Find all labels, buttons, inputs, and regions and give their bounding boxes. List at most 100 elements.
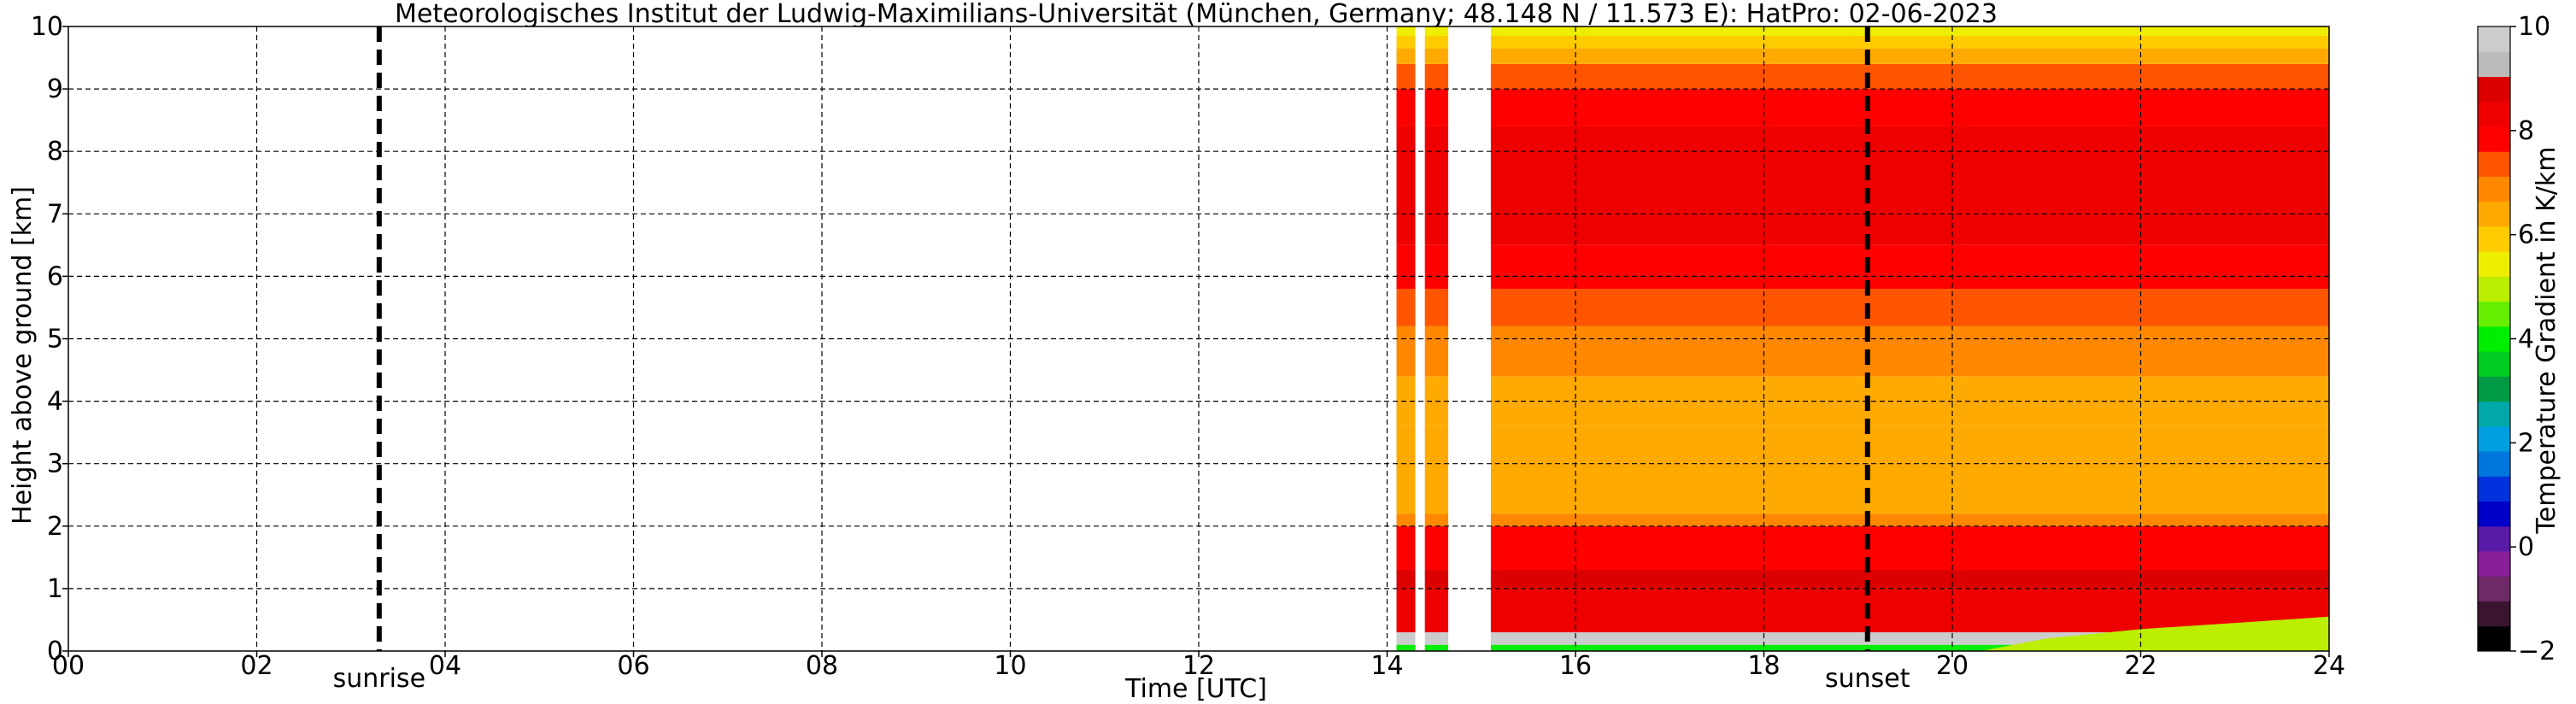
y-tick-label: 0 [47,637,63,666]
heatmap-cell [1490,126,2329,245]
heatmap-cell [1396,289,1416,326]
x-tick-label: 04 [429,651,461,681]
x-tick-label: 24 [2313,651,2345,681]
x-axis-ticks: 00 02 04 06 08 10 12 14 16 18 20 22 24 [52,651,2345,681]
heatmap-cell [1490,48,2329,64]
colorbar-segment [2478,126,2510,152]
colorbar-tick-label: 6 [2518,220,2534,250]
heatmap-cell [1424,588,1449,633]
heatmap-cell [1424,126,1449,245]
colorbar [2477,26,2511,652]
heatmap-cell [1396,425,1416,514]
colorbar-segment [2478,425,2510,452]
heatmap-cell [1396,89,1416,126]
heatmap-cell [1424,326,1449,377]
y-axis-label: Height above ground [km] [8,186,38,525]
chart-title: Meteorologisches Institut der Ludwig-Max… [395,0,1998,29]
x-tick-label: 02 [240,651,273,681]
heatmap-cell [1490,289,2329,326]
heatmap-cell [1396,26,1416,36]
heatmap-cell [1424,513,1449,526]
colorbar-segment [2478,301,2510,327]
colorbar-segment [2478,176,2510,202]
heatmap-cell [1396,244,1416,290]
heatmap-cell [1396,525,1416,570]
x-tick-label: 10 [994,651,1026,681]
heatmap-cell [1396,569,1416,589]
heatmap-cell [1490,644,2329,651]
x-tick-label: 12 [1182,651,1215,681]
colorbar-tick-label: 2 [2518,428,2534,458]
colorbar-segment [2478,201,2510,227]
heatmap-cell [1396,513,1416,526]
colorbar-tick-label: 10 [2518,12,2550,42]
x-tick-label: 14 [1370,651,1403,681]
heatmap-cell [1424,569,1449,589]
heatmap-cell [1424,644,1449,651]
colorbar-segment [2478,326,2510,352]
x-axis-label: Time [UTC] [1124,674,1267,704]
colorbar-segment [2478,226,2510,252]
colorbar-tick-label: 8 [2518,116,2534,146]
colorbar-segment [2478,601,2510,627]
sunset-label: sunset [1825,664,1910,694]
heatmap-cell [1490,425,2329,514]
heatmap-cell [1396,126,1416,245]
heatmap-cell [1396,326,1416,377]
heatmap-cell [1424,35,1449,49]
heatmap-cell [1424,632,1449,645]
heatmap-cell [1490,26,2329,36]
y-tick-label: 2 [47,512,63,542]
y-tick-label: 3 [47,449,63,479]
heatmap-surface-layer [1980,616,2329,651]
y-tick-label: 7 [47,199,63,229]
heatmap-cell [1490,326,2329,377]
colorbar-segment [2478,51,2510,77]
heatmap-cell [1490,525,2329,570]
colorbar-segment [2478,525,2510,552]
colorbar-segment [2478,576,2510,602]
colorbar-label: Temperature Gradient in K/km [2532,147,2561,535]
heatmap-cell [1396,588,1416,633]
x-tick-label: 00 [52,651,85,681]
colorbar-segment [2478,625,2510,652]
y-tick-label: 8 [47,137,63,167]
y-tick-label: 4 [47,387,63,417]
colorbar-tick-label: 0 [2518,532,2534,562]
colorbar-tick-label: −2 [2518,637,2555,666]
colorbar-segment [2478,151,2510,177]
x-tick-label: 22 [2124,651,2156,681]
colorbar-segment [2478,251,2510,277]
colorbar-segment [2478,351,2510,377]
colorbar-segment [2478,376,2510,402]
y-tick-label: 5 [47,325,63,355]
heatmap-cell [1490,35,2329,49]
heatmap-cell [1490,244,2329,290]
colorbar-segment [2478,451,2510,477]
heatmap-cell [1424,289,1449,326]
heatmap-cell [1396,48,1416,64]
colorbar-segment [2478,501,2510,527]
y-tick-label: 10 [31,12,63,42]
heatmap-cell [1490,63,2329,90]
sun-markers: sunrise sunset [333,26,1910,694]
heatmap-cell [1424,525,1449,570]
y-axis-ticks: 0 1 2 3 4 5 6 7 8 9 10 [31,12,68,666]
heatmap-cell [1490,513,2329,526]
x-tick-label: 18 [1747,651,1780,681]
y-tick-label: 9 [47,74,63,104]
heatmap-cell [1490,89,2329,126]
heatmap-cell [1424,48,1449,64]
colorbar-segment [2478,401,2510,427]
heatmap-cell [1424,26,1449,36]
colorbar-segment [2478,276,2510,302]
y-tick-label: 1 [47,574,63,604]
colorbar-segment [2478,76,2510,103]
y-tick-label: 6 [47,261,63,291]
heatmap-cell [1424,425,1449,514]
colorbar-segment [2478,476,2510,502]
colorbar-segment [2478,26,2510,52]
heatmap-cell [1396,35,1416,49]
heatmap-cell [1396,63,1416,90]
